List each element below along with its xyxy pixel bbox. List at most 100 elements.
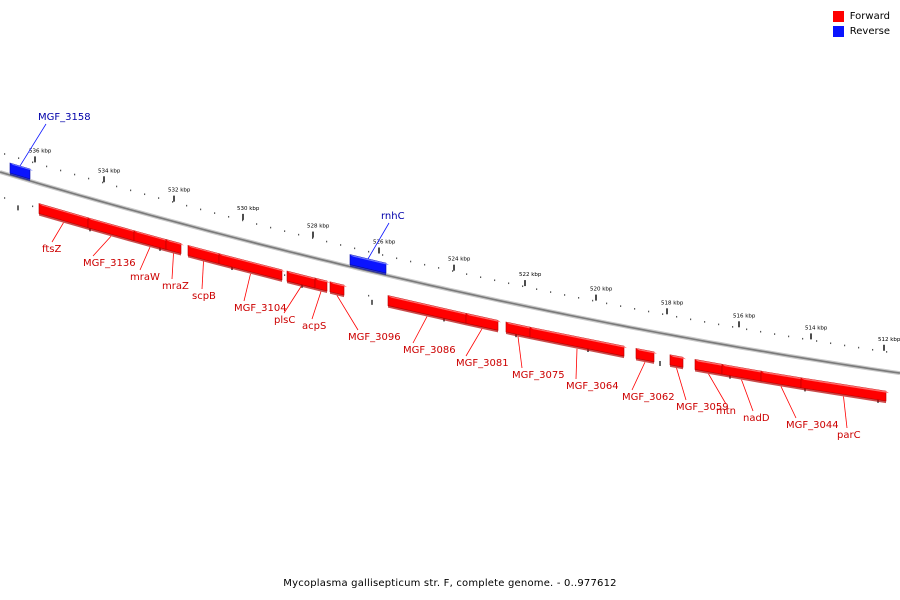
guide-dot	[144, 193, 146, 196]
scale-tick-label: 532 kbp	[168, 188, 191, 194]
gene-box-bevel	[722, 364, 764, 374]
guide-dot	[606, 302, 608, 305]
gene-leader	[465, 328, 483, 357]
guide-dot	[592, 299, 594, 302]
scale-tick-label: 518 kbp	[661, 300, 684, 306]
gene-box-bevel	[10, 162, 33, 171]
guide-dot	[298, 233, 300, 236]
guide-dot	[102, 181, 104, 184]
guide-dot	[452, 270, 454, 272]
guide-dot	[172, 201, 174, 203]
gene-box-shade	[219, 263, 282, 282]
gene-box-bevel	[188, 245, 222, 256]
gene-label-nadD: nadD	[743, 413, 770, 424]
scale-tick-label: 512 kbp	[878, 337, 900, 343]
guide-dot	[424, 263, 426, 266]
guide-dot	[382, 254, 384, 256]
scale-tick-label: 534 kbp	[98, 168, 121, 174]
gene-label-ftsZ: ftsZ	[42, 244, 61, 255]
gene-box-shade	[330, 291, 344, 298]
gene-label-MGF_3104: MGF_3104	[234, 303, 287, 314]
gene-label-mraZ: mraZ	[162, 281, 189, 292]
guide-dot	[32, 161, 34, 164]
gene-box-bevel	[695, 359, 725, 367]
guide-dot	[550, 291, 552, 293]
legend-reverse-swatch	[832, 26, 844, 37]
guide-dot	[130, 189, 132, 192]
guide-dot	[200, 208, 202, 211]
gene-leader	[367, 222, 390, 260]
guide-dot	[32, 205, 34, 208]
guide-dot	[676, 315, 678, 318]
guide-dot	[886, 351, 888, 353]
scale-tick-label: 514 kbp	[805, 325, 828, 331]
guide-dot	[704, 321, 706, 323]
guide-dot	[508, 282, 510, 285]
gene-box-shade	[10, 172, 30, 181]
gene-leader	[676, 367, 687, 401]
gene-box-shade	[287, 281, 315, 291]
guide-dot	[4, 197, 6, 199]
gene-box-bevel	[506, 322, 533, 330]
gene-leader	[741, 379, 754, 412]
legend-reverse: Reverse	[832, 24, 890, 39]
guide-dot	[522, 285, 524, 288]
gene-label-rnhC: rnhC	[381, 211, 405, 222]
gene-label-MGF_3086: MGF_3086	[403, 345, 456, 356]
gene-leader	[19, 123, 47, 167]
guide-dot	[802, 337, 804, 340]
guide-dot	[312, 237, 314, 239]
gene-box-bevel	[466, 313, 501, 323]
gene-leader	[336, 295, 359, 331]
legend-forward: Forward	[832, 9, 890, 24]
gene-label-plsC: plsC	[274, 315, 295, 326]
scale-tick-label: 516 kbp	[733, 313, 756, 319]
guide-dot	[634, 308, 636, 310]
guide-dot	[228, 215, 230, 218]
guide-dot	[564, 294, 566, 296]
guide-dot	[284, 230, 286, 232]
gene-leader	[92, 235, 112, 257]
gene-box-shade	[39, 213, 88, 230]
guide-dot	[760, 330, 762, 333]
gene-box-bevel	[801, 377, 889, 394]
guide-dot	[214, 212, 216, 214]
gene-label-MGF_3081: MGF_3081	[456, 358, 509, 369]
gene-leader	[171, 253, 174, 280]
gene-box-bevel	[530, 327, 627, 349]
scale-tick-label: 522 kbp	[519, 272, 542, 278]
gene-leader	[708, 373, 727, 405]
guide-dot	[396, 257, 398, 260]
gene-box-shade	[88, 227, 134, 243]
gene-box-shade	[695, 369, 722, 377]
gene-box-shade	[761, 381, 801, 390]
scale-tick-label: 528 kbp	[307, 224, 330, 230]
gene-leader	[201, 261, 204, 290]
gene-label-mraW: mraW	[130, 272, 160, 283]
guide-dot	[788, 335, 790, 338]
guide-dot	[480, 276, 482, 279]
gene-box-shade	[315, 288, 327, 294]
guide-dot	[718, 323, 720, 326]
guide-dot	[494, 279, 496, 282]
gene-leader	[631, 361, 646, 391]
guide-dot	[466, 273, 468, 275]
guide-dot	[830, 342, 832, 345]
guide-dot	[242, 219, 244, 222]
gene-box-shade	[506, 332, 530, 340]
gene-box-bevel	[350, 254, 389, 266]
gene-box-bevel	[670, 354, 686, 360]
guide-dot	[158, 197, 160, 199]
guide-dot	[578, 297, 580, 299]
gene-box-shade	[801, 387, 886, 404]
gene-label-scpB: scpB	[192, 291, 216, 302]
guide-dot	[858, 346, 860, 349]
gene-box-bevel	[636, 348, 657, 354]
gene-box-bevel	[330, 281, 347, 288]
guide-dot	[88, 177, 90, 180]
gene-leader	[139, 246, 151, 271]
guide-dot	[620, 305, 622, 307]
guide-dot	[60, 169, 62, 172]
guide-dot	[256, 223, 258, 225]
